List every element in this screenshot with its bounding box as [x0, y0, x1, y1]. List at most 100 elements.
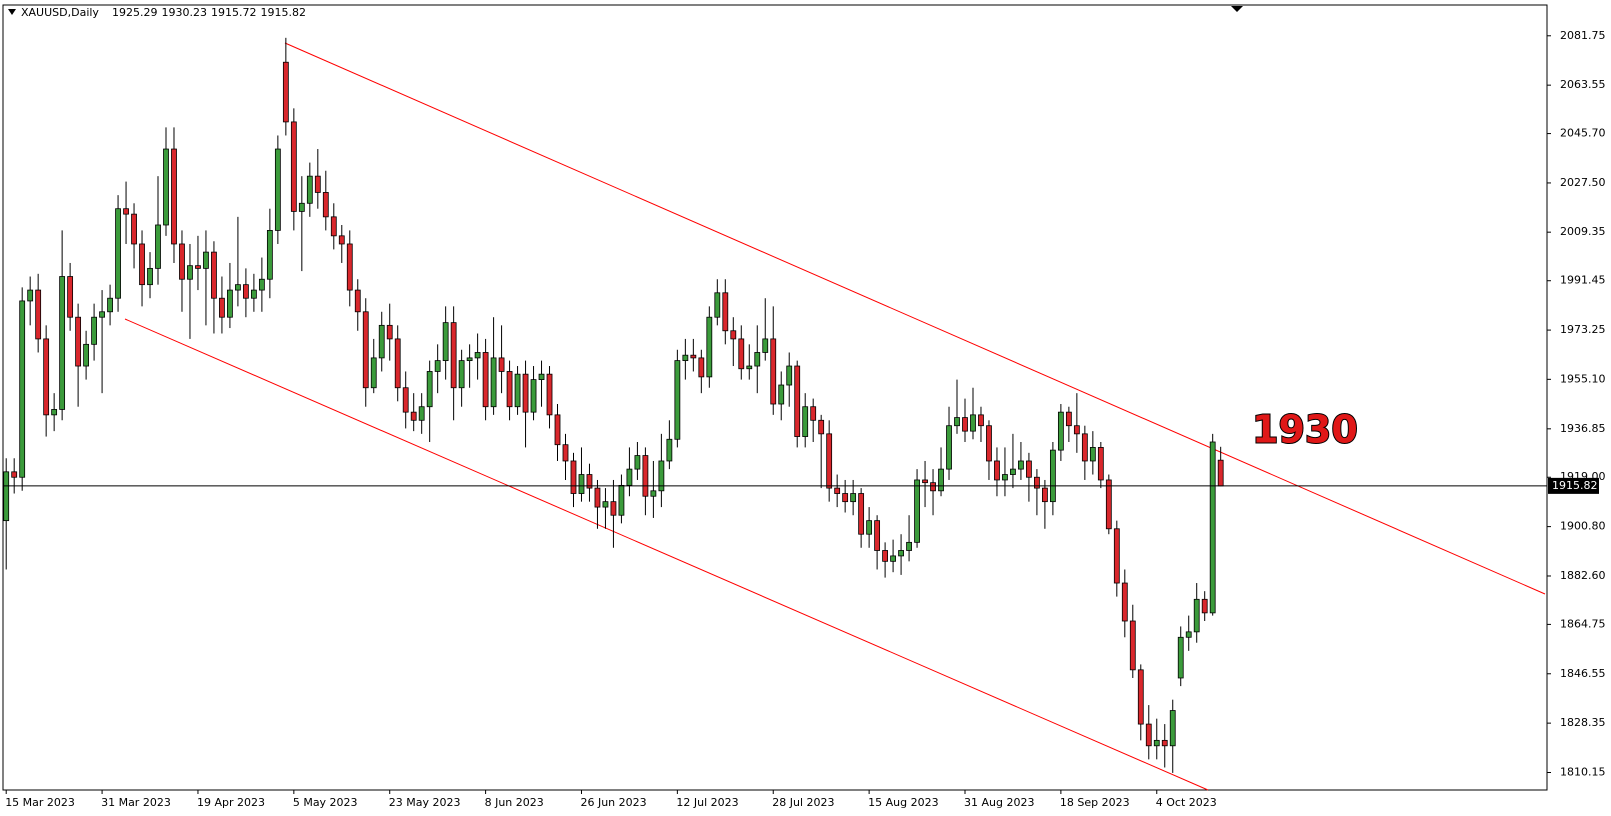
- candle-body: [978, 414, 984, 427]
- candle-body: [1161, 739, 1168, 747]
- candle-body: [139, 243, 145, 286]
- candle-body: [227, 289, 233, 318]
- candle-body: [538, 373, 545, 380]
- candle-body: [1209, 441, 1216, 614]
- candle-body: [506, 371, 513, 408]
- x-tick-label: 15 Mar 2023: [5, 796, 75, 809]
- y-tick-label: 1973.25: [1560, 323, 1606, 336]
- candle-body: [123, 208, 129, 215]
- candle-body: [1089, 447, 1096, 462]
- y-tick-label: 1882.60: [1560, 569, 1606, 582]
- channel-upper: [284, 42, 1546, 595]
- candle-body: [1177, 636, 1184, 679]
- candle-body: [738, 338, 745, 370]
- candle-body: [59, 276, 66, 410]
- candle-body: [266, 230, 273, 280]
- candle-body: [610, 501, 617, 516]
- x-tick-label: 15 Aug 2023: [868, 796, 938, 809]
- candle-body: [770, 338, 777, 405]
- candle-body: [1113, 528, 1120, 584]
- candle-body: [1026, 460, 1032, 478]
- current-price-box: [1548, 477, 1599, 494]
- x-tick-label: 5 May 2023: [293, 796, 358, 809]
- candle-body: [43, 338, 50, 416]
- candle-body: [522, 373, 529, 413]
- candle-body: [1002, 474, 1008, 481]
- candle-body: [858, 493, 865, 535]
- candle-body: [338, 235, 345, 245]
- candle-body: [1169, 710, 1176, 747]
- candle-body: [986, 425, 992, 462]
- x-tick-label: 28 Jul 2023: [772, 796, 834, 809]
- candle-body: [1217, 459, 1224, 487]
- current-price-label: 1915.82: [1552, 479, 1598, 492]
- candle-body: [578, 474, 585, 494]
- candle-body: [434, 360, 441, 372]
- candle-body: [530, 379, 537, 413]
- candle-body: [35, 289, 42, 340]
- candle-body: [570, 460, 577, 494]
- y-tick-label: 2081.75: [1560, 29, 1606, 42]
- candle-body: [706, 316, 713, 378]
- candle-body: [1105, 479, 1112, 530]
- candle-body: [826, 433, 833, 489]
- chart-title: XAUUSD,Daily: [21, 6, 99, 19]
- candle-body: [211, 251, 217, 299]
- candle-body: [242, 284, 249, 299]
- candle-body: [458, 360, 465, 389]
- candle-body: [1185, 631, 1192, 638]
- candle-body: [1097, 447, 1104, 481]
- candle-body: [762, 338, 769, 353]
- candle-body: [954, 417, 960, 427]
- y-tick-label: 1900.80: [1560, 520, 1606, 533]
- x-tick-label: 4 Oct 2023: [1156, 796, 1217, 809]
- candle-body: [994, 460, 1000, 481]
- x-tick-label: 31 Aug 2023: [964, 796, 1034, 809]
- candle-body: [930, 482, 936, 492]
- candle-body: [75, 316, 82, 367]
- candle-body: [298, 202, 305, 212]
- candle-body: [442, 322, 449, 362]
- y-tick-label: 1828.35: [1560, 716, 1606, 729]
- header-close: 1915.82: [261, 6, 307, 19]
- candle-body: [594, 487, 601, 508]
- candle-body: [626, 468, 633, 486]
- candle-body: [666, 438, 673, 462]
- x-tick-label: 12 Jul 2023: [676, 796, 738, 809]
- candle-body: [682, 354, 689, 362]
- candle-body: [658, 460, 665, 492]
- menu-arrow: [8, 9, 16, 15]
- y-tick-label: 1955.10: [1560, 372, 1606, 385]
- candle-body: [938, 468, 944, 492]
- candle-body: [306, 175, 313, 204]
- candle-body: [1065, 411, 1072, 427]
- candle-body: [11, 471, 18, 478]
- candle-body: [19, 300, 26, 478]
- candle-body: [370, 357, 377, 389]
- candle-body: [1073, 425, 1080, 435]
- candle-body: [962, 417, 968, 432]
- candle-body: [203, 251, 209, 269]
- candle-body: [1042, 487, 1048, 503]
- candle-body: [866, 520, 873, 535]
- candle-body: [634, 455, 641, 470]
- candle-body: [330, 216, 337, 237]
- candle-body: [922, 479, 928, 484]
- candle-body: [842, 493, 849, 503]
- y-tick-label: 2045.70: [1560, 127, 1606, 140]
- candle-body: [179, 243, 185, 280]
- candle-body: [778, 384, 785, 405]
- candle-body: [1049, 449, 1056, 503]
- candle-body: [618, 484, 625, 516]
- candle-body: [802, 406, 809, 437]
- candle-body: [131, 213, 137, 245]
- candle-body: [83, 343, 89, 367]
- candle-body: [402, 387, 409, 413]
- y-tick-label: 2063.55: [1560, 78, 1606, 91]
- candle-body: [602, 501, 609, 508]
- candle-body: [642, 455, 649, 497]
- candle-body: [219, 297, 225, 318]
- x-tick-label: 18 Sep 2023: [1060, 796, 1130, 809]
- candle-body: [187, 265, 193, 280]
